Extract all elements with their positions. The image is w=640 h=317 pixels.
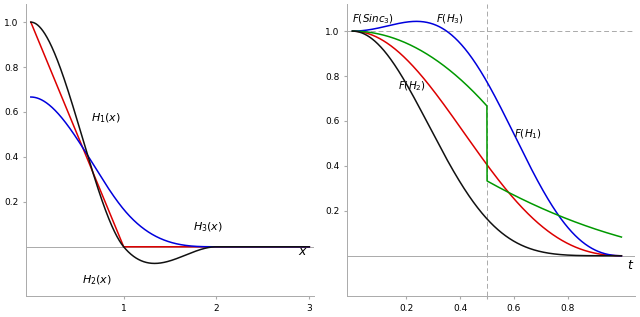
Text: $F(H_1)$: $F(H_1)$: [514, 127, 541, 140]
Text: $t$: $t$: [627, 259, 634, 272]
Text: $H_3(x)$: $H_3(x)$: [193, 220, 223, 234]
Text: $H_2(x)$: $H_2(x)$: [82, 273, 112, 287]
Text: $F(H_3)$: $F(H_3)$: [436, 12, 464, 26]
Text: $x$: $x$: [298, 245, 307, 258]
Text: $F(H_2)$: $F(H_2)$: [398, 80, 426, 93]
Text: $F(Sinc_3)$: $F(Sinc_3)$: [353, 12, 394, 26]
Text: $H_1(x)$: $H_1(x)$: [91, 111, 121, 125]
